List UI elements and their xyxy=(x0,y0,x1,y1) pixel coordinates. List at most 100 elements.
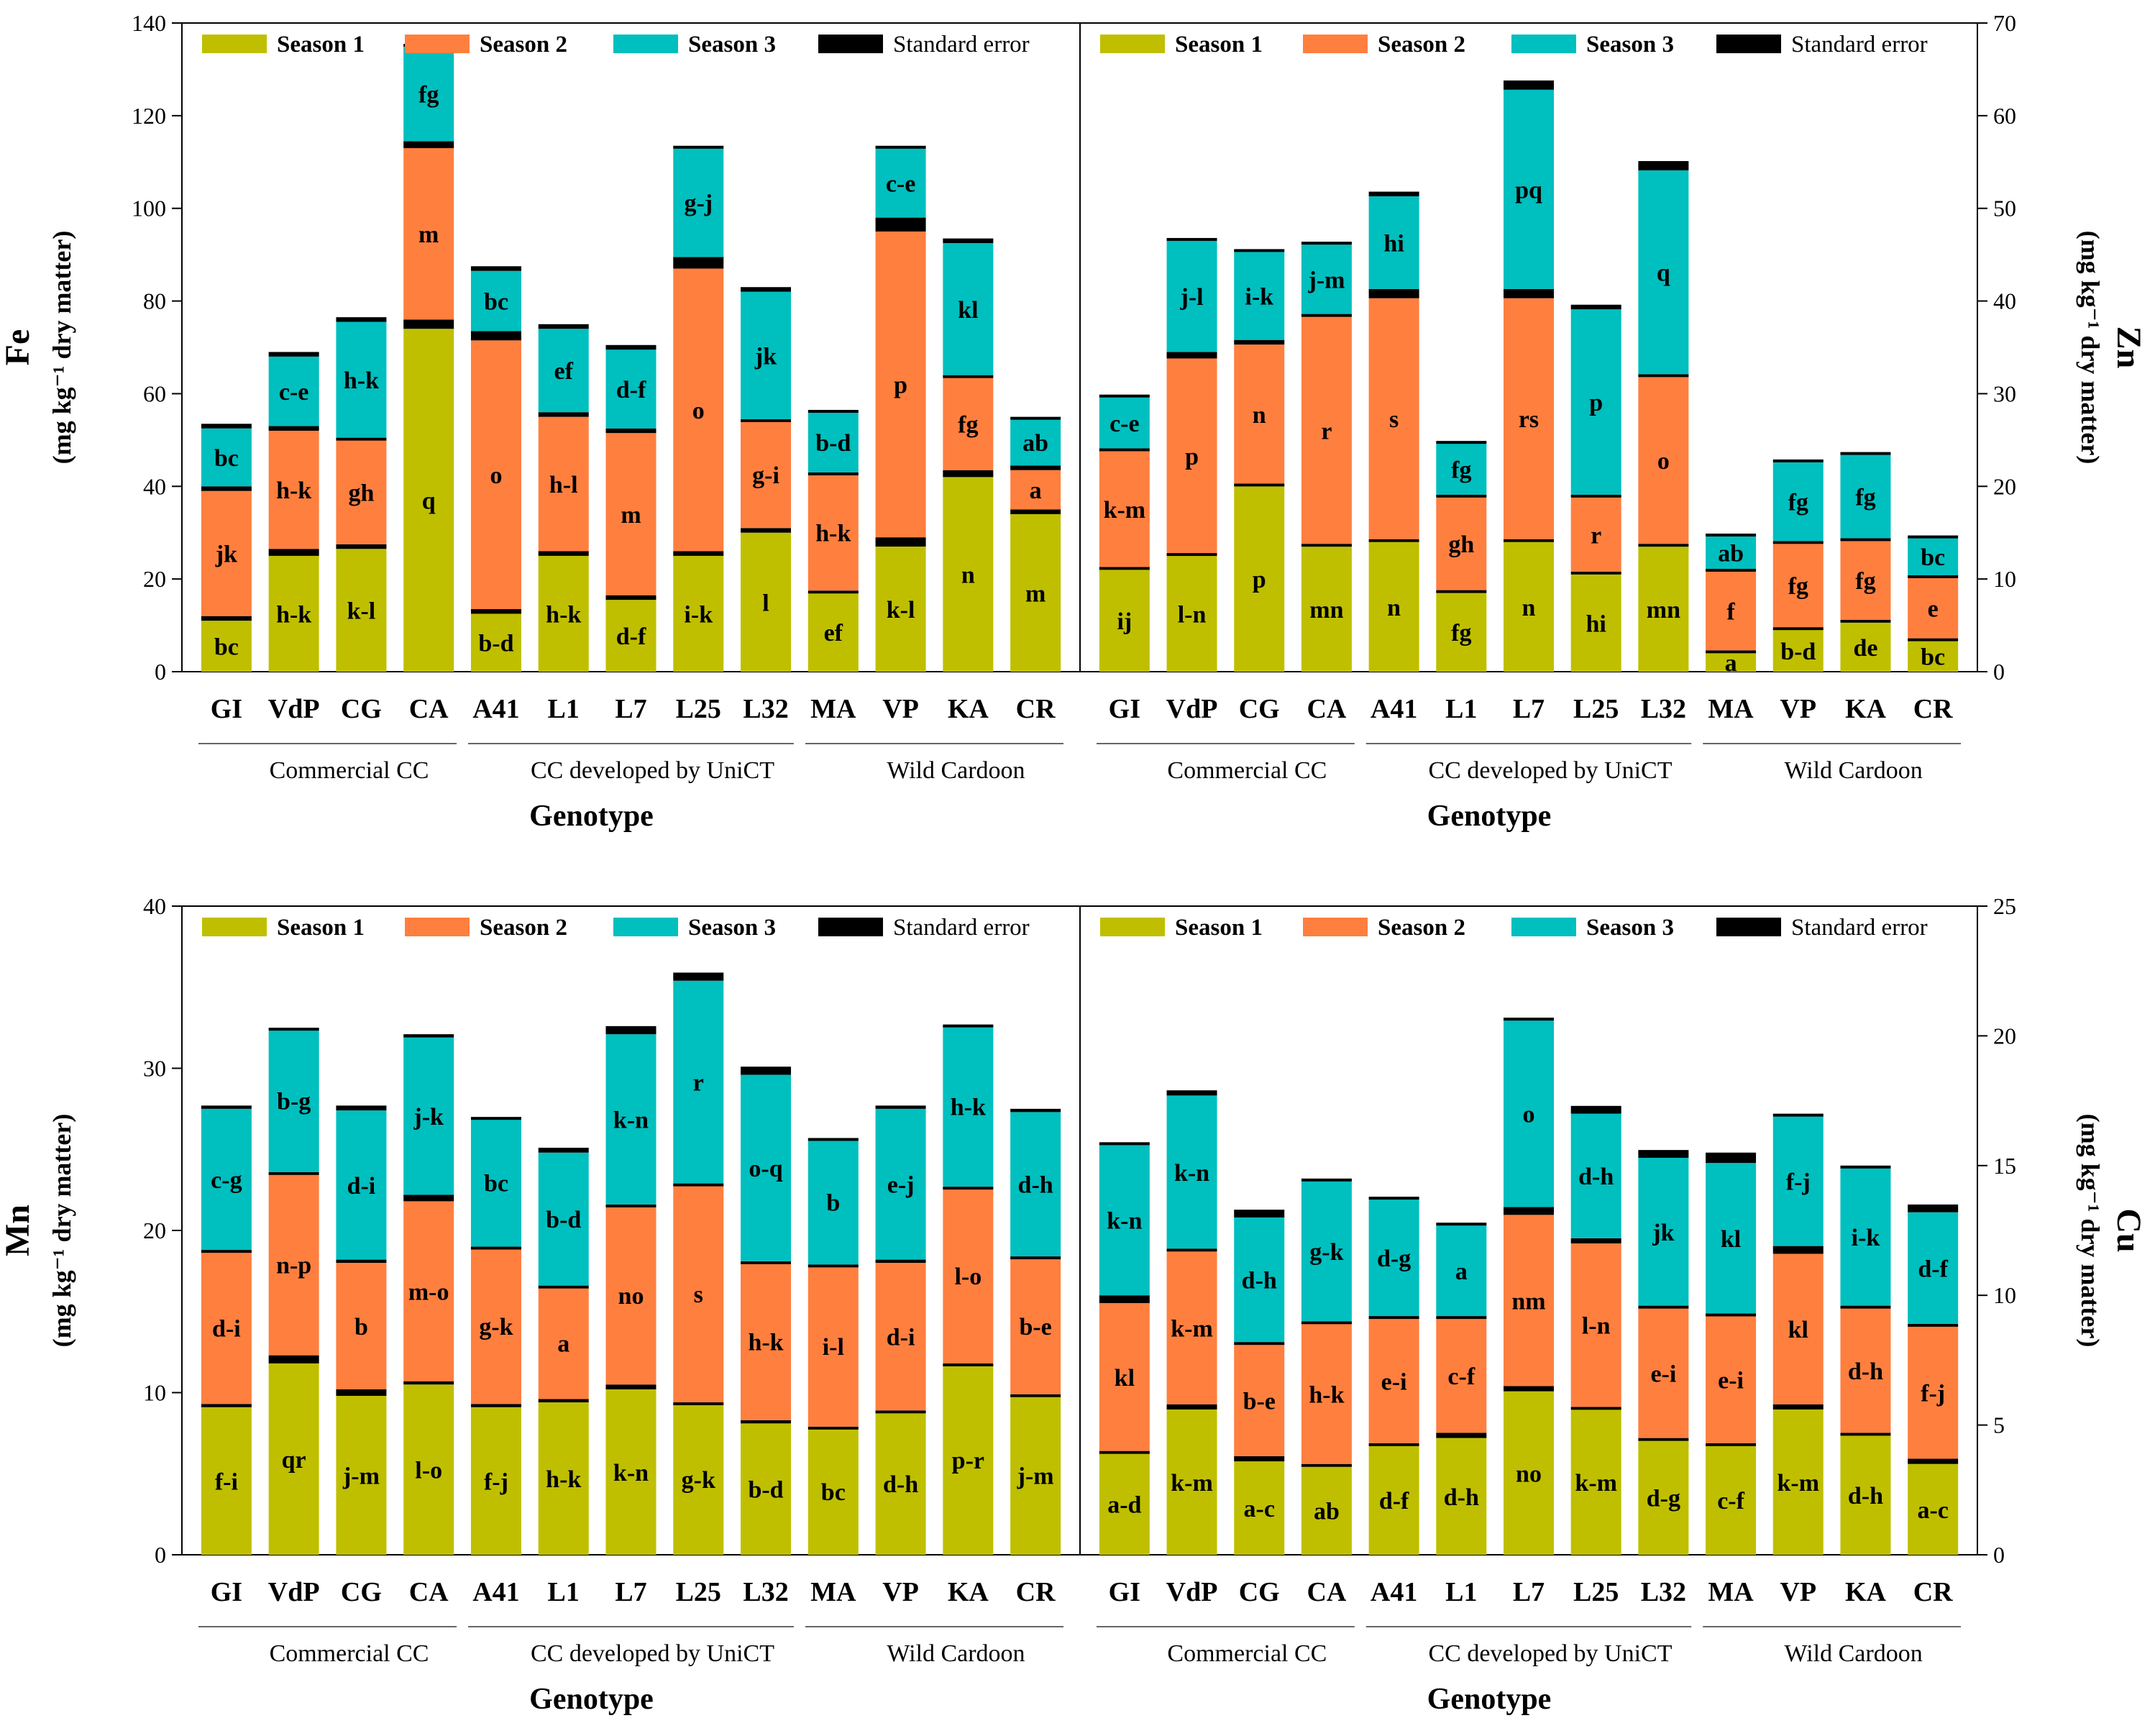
error-band xyxy=(1436,1316,1487,1320)
legend-label: Season 3 xyxy=(1586,915,1674,941)
y-tick-label: 5 xyxy=(1993,1412,2005,1438)
bar-letter-label: fg xyxy=(1451,457,1471,483)
bar-season-1 xyxy=(1368,1445,1419,1555)
x-tick-label: KA xyxy=(948,1577,989,1607)
bar-season-2 xyxy=(403,147,454,320)
bar-letter-label: nm xyxy=(1511,1288,1545,1315)
x-tick-label: L25 xyxy=(1573,694,1619,724)
bar-letter-label: k-l xyxy=(887,597,915,623)
x-tick-label: VP xyxy=(1780,694,1816,724)
bar-season-1 xyxy=(1706,1445,1757,1555)
bar-season-2 xyxy=(1504,298,1554,539)
bar-letter-label: n xyxy=(1253,402,1266,429)
bar-season-2 xyxy=(875,231,926,538)
error-band xyxy=(1166,352,1217,359)
bar-season-2 xyxy=(268,1174,319,1356)
bar-season-2 xyxy=(807,1266,859,1427)
bar-letter-label: c-e xyxy=(886,170,916,197)
bar-season-2 xyxy=(268,430,319,549)
bar-letter-label: d-h xyxy=(1848,1358,1883,1385)
bar-season-3 xyxy=(538,329,589,413)
error-band xyxy=(1010,416,1061,420)
error-band xyxy=(1840,1165,1891,1169)
bar-letter-label: bc xyxy=(214,445,239,472)
bar-season-1 xyxy=(1099,570,1150,672)
error-band xyxy=(1772,1404,1824,1410)
bar-season-2 xyxy=(538,416,589,552)
y-tick-label: 30 xyxy=(143,1056,166,1082)
bar-letter-label: l-o xyxy=(415,1458,442,1484)
error-band xyxy=(403,319,454,329)
error-band xyxy=(1301,1321,1352,1325)
legend-label: Standard error xyxy=(1791,32,1928,58)
error-band xyxy=(1301,314,1352,317)
bar-letter-label: q xyxy=(1657,260,1670,287)
bar-letter-label: f-j xyxy=(1786,1169,1811,1195)
bar-season-1 xyxy=(1840,1435,1891,1555)
bar-letter-label: s xyxy=(1389,406,1399,433)
error-band xyxy=(807,472,859,475)
bar-season-2 xyxy=(1368,1318,1419,1443)
bar-season-1 xyxy=(943,477,994,672)
bar-season-2 xyxy=(1908,577,1959,639)
error-band xyxy=(673,257,724,269)
bar-season-2 xyxy=(1570,497,1621,572)
error-band xyxy=(1166,1248,1217,1252)
bar-season-3 xyxy=(336,321,387,438)
bar-season-1 xyxy=(1436,1438,1487,1555)
bar-letter-label: b xyxy=(354,1314,368,1340)
error-band xyxy=(875,145,926,149)
bar-season-2 xyxy=(1840,541,1891,620)
error-band xyxy=(201,486,252,491)
y-axis-unit-label: (mg kg⁻¹ dry matter) xyxy=(2076,1114,2105,1348)
error-band xyxy=(538,324,589,329)
bar-letter-label: ef xyxy=(554,358,574,385)
bar-season-1 xyxy=(1234,486,1285,672)
legend-label: Season 1 xyxy=(277,915,365,941)
bar-letter-label: jk xyxy=(754,343,777,370)
legend-swatch xyxy=(405,918,470,936)
error-band xyxy=(1570,1238,1621,1244)
bar-season-1 xyxy=(1570,1409,1621,1555)
error-band xyxy=(1908,535,1959,539)
error-band xyxy=(1638,1438,1689,1441)
x-tick-label: CR xyxy=(1913,694,1953,724)
x-tick-label: CA xyxy=(409,694,449,724)
x-tick-label: L25 xyxy=(1573,1577,1619,1607)
error-band xyxy=(741,287,792,292)
bar-letter-label: o-q xyxy=(749,1156,782,1182)
bar-letter-label: i-k xyxy=(1852,1225,1880,1251)
legend-swatch xyxy=(1100,918,1165,936)
bar-letter-label: h-k xyxy=(546,601,581,628)
bar-letter-label: b xyxy=(826,1190,840,1217)
bar-season-3 xyxy=(605,350,656,429)
bar-season-2 xyxy=(1638,377,1689,544)
bar-season-1 xyxy=(605,600,656,672)
error-band xyxy=(1638,160,1689,170)
error-band xyxy=(807,409,859,413)
bar-letter-label: b-e xyxy=(1243,1388,1276,1415)
bar-season-1 xyxy=(1436,593,1487,672)
bar-letter-label: l-n xyxy=(1582,1313,1611,1340)
y-tick-label: 0 xyxy=(155,659,166,685)
error-band xyxy=(538,1399,589,1403)
error-band xyxy=(943,1363,994,1366)
legend-swatch xyxy=(202,35,267,53)
legend-label: Standard error xyxy=(1791,915,1928,941)
error-band xyxy=(1368,1316,1419,1320)
error-band xyxy=(1099,567,1150,570)
y-tick-label: 40 xyxy=(1993,288,2016,314)
group-label: Commercial CC xyxy=(1167,1640,1327,1667)
bar-letter-label: d-h xyxy=(1848,1483,1883,1509)
error-band xyxy=(470,1117,521,1120)
bar-season-2 xyxy=(1436,1318,1487,1433)
bar-letter-label: b-d xyxy=(478,631,513,657)
bar-letter-label: h-k xyxy=(344,367,379,394)
group-label: CC developed by UniCT xyxy=(1428,757,1672,784)
bar-season-1 xyxy=(268,555,319,672)
bar-season-1 xyxy=(943,1365,994,1555)
bar-season-1 xyxy=(1010,1396,1061,1555)
error-band xyxy=(1436,441,1487,444)
bar-letter-label: p xyxy=(1185,444,1199,470)
x-tick-label: CR xyxy=(1016,1577,1056,1607)
